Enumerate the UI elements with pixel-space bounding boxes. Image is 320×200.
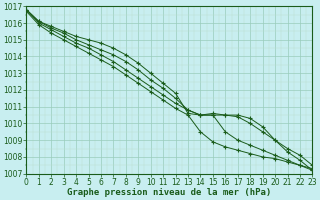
X-axis label: Graphe pression niveau de la mer (hPa): Graphe pression niveau de la mer (hPa) bbox=[67, 188, 271, 197]
